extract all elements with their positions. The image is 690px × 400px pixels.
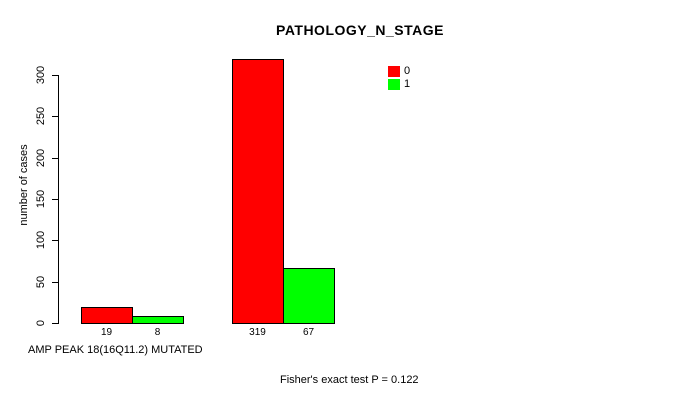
y-tick bbox=[52, 116, 58, 117]
y-axis-line bbox=[58, 75, 59, 324]
y-tick-label: 50 bbox=[35, 275, 47, 289]
y-axis-label: number of cases bbox=[18, 144, 30, 226]
bar-series-1-group-1 bbox=[132, 316, 184, 324]
y-tick bbox=[52, 199, 58, 200]
legend-swatch-0 bbox=[388, 66, 400, 77]
legend-label: 1 bbox=[404, 78, 411, 90]
x-axis-label: AMP PEAK 18(16Q11.2) MUTATED bbox=[28, 344, 203, 356]
y-tick bbox=[52, 240, 58, 241]
y-tick-label: 0 bbox=[35, 319, 47, 327]
y-tick bbox=[52, 158, 58, 159]
y-tick bbox=[52, 323, 58, 324]
y-tick-label: 250 bbox=[35, 106, 47, 126]
y-tick-label: 200 bbox=[35, 148, 47, 168]
y-tick-label: 150 bbox=[35, 189, 47, 209]
legend-swatch-1 bbox=[388, 79, 400, 90]
y-tick-label: 100 bbox=[35, 230, 47, 250]
bar-value-label: 19 bbox=[100, 327, 113, 338]
y-tick bbox=[52, 282, 58, 283]
y-tick-label: 300 bbox=[35, 65, 47, 85]
fisher-test-annotation: Fisher's exact test P = 0.122 bbox=[280, 374, 419, 386]
bar-series-0-group-2 bbox=[232, 59, 284, 324]
bar-value-label: 67 bbox=[302, 327, 315, 338]
chart-title: PATHOLOGY_N_STAGE bbox=[276, 22, 444, 38]
legend-row: 0 bbox=[388, 65, 410, 78]
bar-value-label: 319 bbox=[249, 327, 266, 338]
bar-value-label: 8 bbox=[154, 327, 161, 338]
y-tick bbox=[52, 75, 58, 76]
bar-series-0-group-1 bbox=[81, 307, 133, 324]
legend-row: 1 bbox=[388, 78, 410, 91]
legend-label: 0 bbox=[404, 65, 411, 77]
bar-series-1-group-2 bbox=[283, 268, 335, 324]
